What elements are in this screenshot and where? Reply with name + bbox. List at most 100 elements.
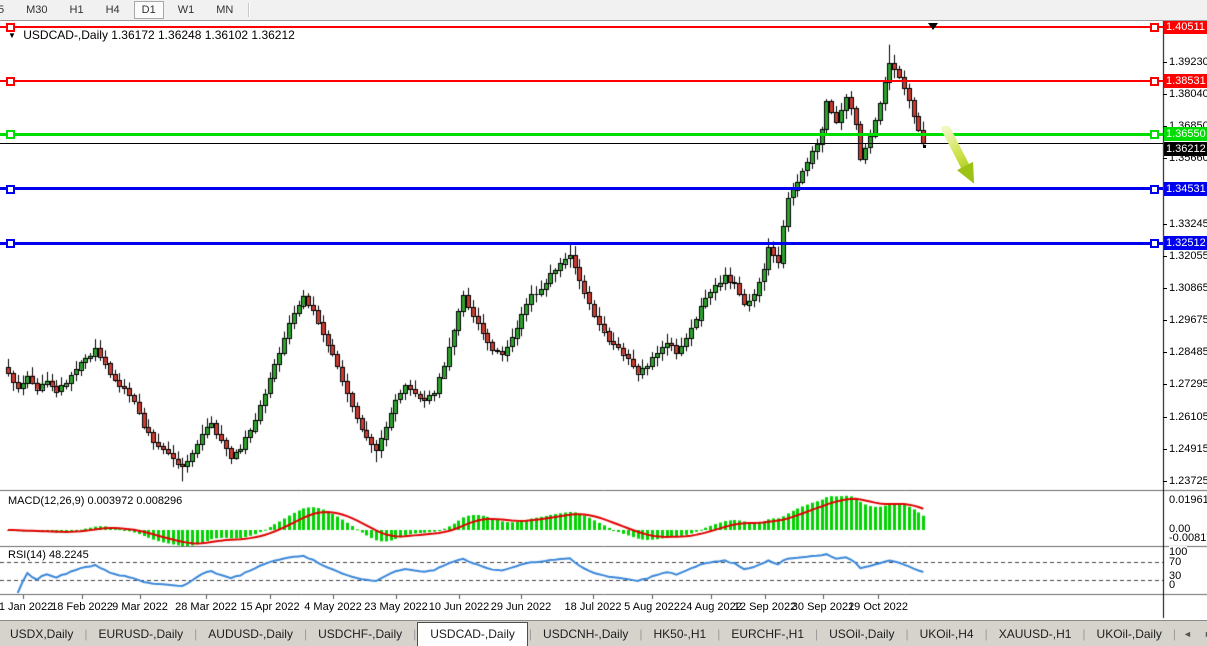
line-handle[interactable] bbox=[1150, 185, 1159, 194]
price-tick-mark bbox=[1163, 481, 1167, 482]
price-tick-label: 1.23725 bbox=[1169, 474, 1207, 487]
symbol-tab-bar: USDX,Daily | EURUSD-,Daily | AUDUSD-,Daily | U… bbox=[0, 620, 1207, 646]
arrow-head bbox=[957, 161, 975, 184]
horizontal-level-line-1.40511[interactable] bbox=[0, 26, 1163, 28]
tab-separator: | bbox=[194, 627, 198, 641]
price-level-badge: 1.34531 bbox=[1164, 182, 1207, 196]
current-price-line bbox=[0, 143, 1163, 144]
line-handle[interactable] bbox=[6, 185, 15, 194]
rsi-axis-label: 0 bbox=[1169, 579, 1176, 591]
tab-separator: | bbox=[1172, 627, 1177, 641]
chart-symbol-label: USDCAD-,Daily bbox=[23, 28, 108, 42]
price-level-badge: 1.40511 bbox=[1164, 20, 1207, 34]
tab-usdx-daily[interactable]: USDX,Daily bbox=[10, 627, 74, 641]
tab-separator: | bbox=[528, 627, 533, 641]
macd-indicator-label: MACD(12,26,9) 0.003972 0.008296 bbox=[8, 495, 183, 507]
date-tick-label: 15 Apr 2022 bbox=[240, 601, 300, 613]
rsi-axis-label: 100 bbox=[1169, 546, 1188, 558]
price-tick-label: 1.32055 bbox=[1169, 249, 1207, 262]
toolbar-separator bbox=[248, 3, 251, 17]
timeframe-button-m30[interactable]: M30 bbox=[26, 4, 48, 16]
timeframe-button-w1[interactable]: W1 bbox=[177, 4, 195, 16]
tab-ukoil-h4[interactable]: UKOil-,H4 bbox=[919, 627, 974, 641]
price-tick-label: 1.39230 bbox=[1169, 55, 1207, 68]
line-handle[interactable] bbox=[1150, 239, 1159, 248]
price-tick-label: 1.28485 bbox=[1169, 346, 1207, 359]
tabs-scroll-right-icon[interactable]: ► bbox=[1198, 629, 1207, 639]
timeframe-button-mn[interactable]: MN bbox=[216, 4, 234, 16]
line-handle[interactable] bbox=[6, 130, 15, 139]
date-tick-label: 29 Jun 2022 bbox=[490, 601, 552, 613]
sell-signal-triangle-icon[interactable] bbox=[928, 23, 938, 30]
line-handle[interactable] bbox=[6, 239, 15, 248]
price-level-badge: 1.36212 bbox=[1164, 142, 1207, 156]
tab-hk50-h1[interactable]: HK50-,H1 bbox=[653, 627, 707, 641]
macd-axis-label: 0.019616 bbox=[1169, 494, 1207, 506]
date-tick-label: 23 May 2022 bbox=[364, 601, 428, 613]
price-tick-label: 1.26105 bbox=[1169, 410, 1207, 423]
line-handle[interactable] bbox=[1150, 23, 1159, 32]
bearish-arrow-annotation[interactable] bbox=[938, 126, 986, 194]
price-tick-mark bbox=[1163, 256, 1167, 257]
date-tick-label: 4 May 2022 bbox=[304, 601, 362, 613]
tab-usdcad-daily[interactable]: USDCAD-,Daily bbox=[417, 622, 528, 646]
price-tick-mark bbox=[1163, 352, 1167, 353]
tabs-scroll-left-icon[interactable]: ◄ bbox=[1183, 629, 1192, 639]
horizontal-level-line-1.32512[interactable] bbox=[0, 242, 1163, 245]
timeframe-button-h4[interactable]: H4 bbox=[105, 4, 120, 16]
price-tick-mark bbox=[1163, 94, 1167, 95]
horizontal-level-line-1.38531[interactable] bbox=[0, 80, 1163, 82]
line-handle[interactable] bbox=[6, 23, 15, 32]
tab-separator: | bbox=[413, 627, 417, 641]
tab-separator: | bbox=[717, 627, 721, 641]
date-tick-label: 10 Jun 2022 bbox=[428, 601, 490, 613]
date-tick-label: 12 Sep 2022 bbox=[733, 601, 797, 613]
line-handle[interactable] bbox=[1150, 130, 1159, 139]
date-tick-label: 28 Mar 2022 bbox=[175, 601, 237, 613]
price-tick-label: 1.33245 bbox=[1169, 217, 1207, 230]
price-tick-label: 1.38040 bbox=[1169, 87, 1207, 100]
tab-xauusd-h1[interactable]: XAUUSD-,H1 bbox=[998, 627, 1072, 641]
rsi-indicator-label: RSI(14) 48.2245 bbox=[8, 549, 89, 561]
tab-separator: | bbox=[303, 627, 308, 641]
price-level-badge: 1.36550 bbox=[1164, 127, 1207, 141]
symbol-dropdown-icon[interactable]: ▼ bbox=[8, 31, 16, 40]
tab-usoil-daily[interactable]: USOil-,Daily bbox=[829, 627, 895, 641]
tab-separator: | bbox=[905, 627, 909, 641]
tab-eurusd-daily[interactable]: EURUSD-,Daily bbox=[98, 627, 184, 641]
line-handle[interactable] bbox=[6, 77, 15, 86]
date-tick-label: 18 Feb 2022 bbox=[51, 601, 113, 613]
tab-ukoil-daily[interactable]: UKOil-,Daily bbox=[1096, 627, 1162, 641]
price-tick-mark bbox=[1163, 62, 1167, 63]
horizontal-level-line-1.36550[interactable] bbox=[0, 133, 1163, 136]
horizontal-level-line-1.34531[interactable] bbox=[0, 187, 1163, 190]
price-axis[interactable]: 1.39230 1.38040 1.36850 1.35660 1.33245 1.320… bbox=[1163, 20, 1207, 620]
price-tick-label: 1.24915 bbox=[1169, 442, 1207, 455]
date-tick-label: 18 Jul 2022 bbox=[564, 601, 622, 613]
candlestick-chart-canvas[interactable] bbox=[0, 0, 1207, 620]
timeframe-button-d1[interactable]: D1 bbox=[133, 1, 164, 19]
chart-title: ▼ USDCAD-,Daily 1.36172 1.36248 1.36102 … bbox=[8, 28, 295, 42]
timeframe-button-h1[interactable]: H1 bbox=[69, 4, 84, 16]
date-tick-label: 31 Jan 2022 bbox=[0, 601, 54, 613]
price-level-badge: 1.32512 bbox=[1164, 236, 1207, 250]
rsi-axis-label: 70 bbox=[1169, 556, 1182, 568]
date-tick-label: 9 Mar 2022 bbox=[112, 601, 168, 613]
tab-usdchf-daily[interactable]: USDCHF-,Daily bbox=[318, 627, 403, 641]
line-handle[interactable] bbox=[1150, 77, 1159, 86]
date-tick-label: 19 Oct 2022 bbox=[848, 601, 908, 613]
tab-eurchf-h1[interactable]: EURCHF-,H1 bbox=[731, 627, 804, 641]
tab-audusd-daily[interactable]: AUDUSD-,Daily bbox=[208, 627, 293, 641]
price-tick-mark bbox=[1163, 320, 1167, 321]
chart-ohlc-values: 1.36172 1.36248 1.36102 1.36212 bbox=[111, 28, 295, 42]
date-tick-label: 5 Aug 2022 bbox=[624, 601, 680, 613]
macd-axis-label: -0.008178 bbox=[1169, 532, 1207, 544]
tab-separator: | bbox=[639, 627, 643, 641]
timeframe-button-5[interactable]: 5 bbox=[0, 1, 12, 19]
tab-usdcnh-daily[interactable]: USDCNH-,Daily bbox=[543, 627, 629, 641]
price-tick-label: 1.30865 bbox=[1169, 281, 1207, 294]
price-tick-mark bbox=[1163, 126, 1167, 127]
date-tick-label: 24 Aug 2022 bbox=[680, 601, 742, 613]
price-tick-label: 1.27295 bbox=[1169, 378, 1207, 391]
